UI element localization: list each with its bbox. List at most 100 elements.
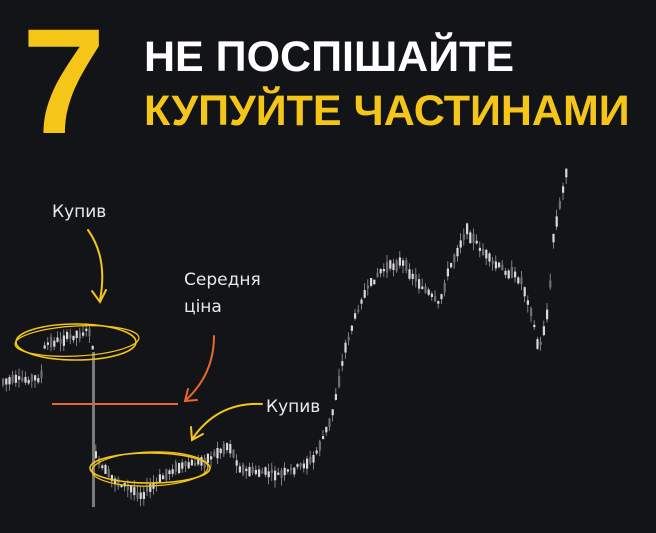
candle (520, 277, 523, 285)
candle (405, 260, 408, 271)
candle (395, 260, 398, 272)
candle (437, 301, 440, 304)
candle (421, 286, 424, 289)
candle (37, 378, 40, 383)
candle (280, 470, 283, 479)
candle (430, 293, 433, 298)
candle (469, 232, 472, 244)
candle (296, 464, 299, 467)
candle (149, 484, 152, 492)
candle (200, 456, 203, 466)
candle (242, 464, 245, 475)
candle (46, 342, 49, 345)
candle (117, 478, 120, 488)
candle (203, 457, 206, 468)
candle (190, 459, 193, 466)
candle (222, 443, 225, 455)
candle (360, 299, 363, 304)
candle (59, 339, 62, 344)
candle (446, 268, 449, 277)
candle (293, 467, 296, 475)
candle (245, 468, 248, 472)
candle (11, 374, 14, 383)
candle (440, 294, 443, 300)
candle (184, 461, 187, 467)
candle (302, 463, 305, 469)
candle (530, 308, 533, 317)
candle (306, 458, 309, 469)
candle (18, 376, 21, 380)
candle (533, 324, 536, 328)
candle (542, 326, 545, 336)
average-price-label-line1: Середня (184, 270, 261, 290)
candle (75, 330, 78, 339)
candle (98, 458, 101, 465)
candle (171, 469, 174, 474)
candle (536, 339, 539, 349)
candle (126, 483, 129, 490)
candle (283, 467, 286, 476)
candle (78, 332, 81, 339)
candle (456, 247, 459, 257)
candle (286, 469, 289, 472)
candle (334, 394, 337, 400)
second-buy-label: Купив (266, 397, 321, 417)
candle (482, 248, 485, 256)
candle (549, 280, 552, 288)
candle (261, 471, 264, 474)
candle (248, 466, 251, 477)
candle (475, 240, 478, 244)
candle (357, 309, 360, 312)
candle (107, 469, 110, 477)
orange-arrow-icon (183, 335, 215, 403)
candle (299, 463, 302, 467)
candle (50, 336, 53, 348)
candle (546, 309, 549, 320)
candle (5, 378, 8, 385)
first-buy-ellipse (15, 323, 137, 361)
candle (53, 340, 56, 347)
candle (354, 313, 357, 319)
drop-candle (92, 352, 95, 507)
candle (91, 345, 94, 350)
candle (216, 448, 219, 459)
candle (178, 463, 181, 474)
candle (94, 451, 97, 459)
candle (411, 273, 414, 279)
candle (389, 260, 392, 269)
candle (539, 341, 542, 346)
candle (235, 460, 238, 466)
first-buy-label: Купив (52, 202, 107, 222)
candle (331, 409, 334, 416)
candle (322, 436, 325, 440)
candle (232, 449, 235, 458)
candle (114, 478, 117, 485)
candle (139, 492, 142, 500)
candle (402, 260, 405, 266)
tip-number: 7 (22, 0, 105, 165)
first-buy-ellipse-2 (14, 325, 140, 357)
candle (491, 260, 494, 264)
candle (56, 337, 59, 342)
candle (379, 269, 382, 274)
candle (552, 234, 555, 243)
candle (274, 470, 277, 481)
candle (219, 448, 222, 454)
candle (62, 335, 65, 346)
average-price-label-line2: ціна (184, 297, 222, 317)
candle (264, 467, 267, 475)
candle (363, 290, 366, 298)
candle (466, 223, 469, 235)
candle (338, 376, 341, 387)
candle (485, 249, 488, 259)
candle (376, 272, 379, 277)
curved-arrow-icon (87, 229, 107, 304)
candle (206, 453, 209, 463)
candle (523, 287, 526, 297)
candle (24, 376, 27, 383)
candle (27, 379, 30, 384)
candle (267, 471, 270, 478)
candle (450, 263, 453, 268)
candle (517, 277, 520, 284)
candle (270, 469, 273, 474)
